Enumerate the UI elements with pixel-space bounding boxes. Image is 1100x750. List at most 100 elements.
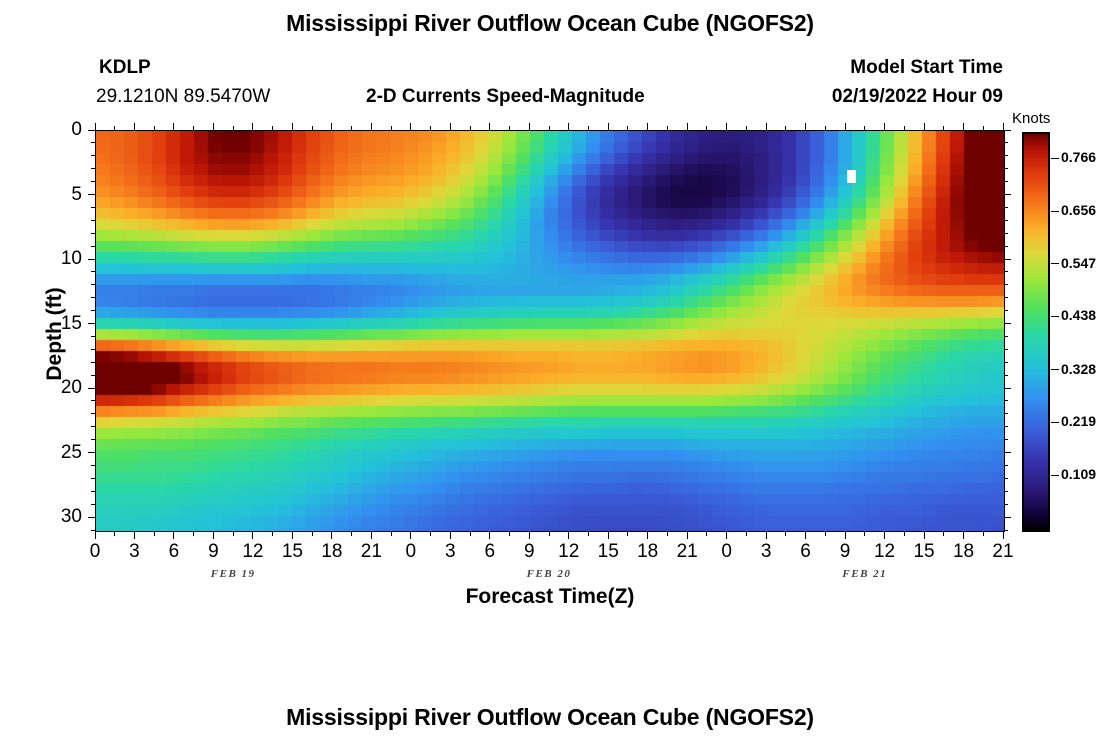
y-axis-tick-minor-right <box>1004 374 1008 376</box>
x-axis-tick-label: 12 <box>242 541 264 562</box>
x-axis-tick-minor-top <box>351 126 353 130</box>
y-axis-tick-minor-right <box>1004 503 1008 505</box>
x-axis-tick-label: 9 <box>208 541 219 562</box>
x-axis-tick-minor-top <box>272 126 274 130</box>
y-axis-tick <box>88 452 95 454</box>
x-axis-tick <box>805 531 807 539</box>
x-axis-tick-minor <box>982 531 984 536</box>
model-start-time-label: Model Start Time <box>850 57 1003 78</box>
x-axis-tick <box>963 531 965 539</box>
colorbar-tick-label: 0.438 <box>1061 307 1097 324</box>
x-axis-tick-minor-top <box>903 126 905 130</box>
x-axis-tick-minor-top <box>153 126 155 130</box>
x-axis-tick <box>173 531 175 539</box>
y-axis-tick-minor-right <box>1004 181 1008 183</box>
x-axis-tick <box>291 531 293 539</box>
x-axis-date-label: FEB 20 <box>526 568 572 580</box>
x-axis-tick <box>252 531 254 539</box>
x-axis-tick-minor-top <box>430 126 432 130</box>
y-axis-tick-minor <box>91 155 95 157</box>
y-axis-tick-minor-right <box>1004 310 1008 312</box>
y-axis-tick-minor <box>91 413 95 415</box>
x-axis-tick-minor <box>114 531 116 536</box>
x-axis-tick-top <box>489 123 491 130</box>
y-axis-tick-minor <box>91 400 95 402</box>
x-axis-tick-minor-top <box>587 126 589 130</box>
station-depth-marker <box>847 169 857 183</box>
heatmap-plot-area <box>95 130 1005 532</box>
x-axis-tick-label: 12 <box>558 541 580 562</box>
x-axis-tick <box>726 531 728 539</box>
colorbar-title: Knots <box>1012 110 1051 127</box>
y-axis-tick-minor <box>91 439 95 441</box>
y-axis-tick-right <box>1004 387 1011 389</box>
x-axis-tick-minor <box>587 531 589 536</box>
x-axis-tick-minor-top <box>509 126 511 130</box>
x-axis-tick-label: 9 <box>523 541 535 562</box>
colorbar-tick-label: 0.547 <box>1061 254 1097 271</box>
x-axis-tick-top <box>291 123 293 130</box>
x-axis-tick-top <box>923 123 925 130</box>
y-axis-tick-minor-right <box>1004 400 1008 402</box>
x-axis-tick-minor-top <box>666 126 668 130</box>
y-axis-tick-minor <box>91 245 95 247</box>
x-axis-tick-minor <box>390 531 392 536</box>
y-axis-tick-minor-right <box>1004 464 1008 466</box>
x-axis-tick-minor <box>706 531 708 536</box>
x-axis-tick-top <box>607 123 609 130</box>
colorbar-tick <box>1051 263 1059 265</box>
colorbar-tick-label: 0.328 <box>1061 360 1097 377</box>
x-axis-tick-minor-top <box>864 126 866 130</box>
y-axis-tick-minor-right <box>1004 271 1008 273</box>
y-axis-tick-right <box>1004 258 1011 260</box>
x-axis-tick-top <box>1002 123 1004 130</box>
x-axis-tick-top <box>449 123 451 130</box>
y-axis-tick-minor-right <box>1004 490 1008 492</box>
y-axis-tick-minor-right <box>1004 206 1008 208</box>
y-axis-tick-minor-right <box>1004 439 1008 441</box>
y-axis-tick-minor <box>91 477 95 479</box>
plot-subtitle: 2-D Currents Speed-Magnitude <box>366 86 645 107</box>
x-axis-tick-minor-top <box>232 126 234 130</box>
y-axis-tick-minor <box>91 142 95 144</box>
x-axis-tick-minor <box>232 531 234 536</box>
y-axis-tick-minor-right <box>1004 284 1008 286</box>
x-axis-tick-label: 3 <box>445 541 456 562</box>
y-axis-tick-right <box>1004 323 1011 325</box>
y-axis-tick-minor-right <box>1004 361 1008 363</box>
x-axis-tick-label: 6 <box>168 541 180 562</box>
x-axis-tick-top <box>133 123 135 130</box>
x-axis-tick-top <box>844 123 846 130</box>
x-axis-tick-minor-top <box>469 126 471 130</box>
x-axis-tick-minor <box>785 531 787 536</box>
x-axis-tick-top <box>686 123 688 130</box>
x-axis-tick-minor <box>548 531 550 536</box>
x-axis-tick-label: 15 <box>597 541 619 562</box>
y-axis-tick-minor-right <box>1004 155 1008 157</box>
x-axis-tick <box>568 531 570 539</box>
y-axis-tick-minor <box>91 503 95 505</box>
x-axis-tick-minor <box>943 531 945 536</box>
y-axis-tick-minor <box>91 361 95 363</box>
x-axis-tick-minor-top <box>390 126 392 130</box>
x-axis-tick-minor-top <box>745 126 747 130</box>
x-axis-tick-minor-top <box>982 126 984 130</box>
x-axis-tick <box>607 531 609 539</box>
x-axis-tick-minor-top <box>548 126 550 130</box>
colorbar-tick-label: 0.109 <box>1061 466 1097 483</box>
y-axis-tick-minor-right <box>1004 348 1008 350</box>
y-axis-tick-minor-right <box>1004 245 1008 247</box>
x-axis-tick-minor <box>351 531 353 536</box>
colorbar-tick-label: 0.219 <box>1061 413 1097 430</box>
y-axis-tick-minor <box>91 219 95 221</box>
x-axis-tick-minor-top <box>824 126 826 130</box>
x-axis-tick-label: 15 <box>281 541 303 562</box>
x-axis-title: Forecast Time(Z) <box>465 585 635 608</box>
x-axis-tick-top <box>726 123 728 130</box>
y-axis-tick-minor-right <box>1004 335 1008 337</box>
x-axis-tick <box>647 531 649 539</box>
y-axis-tick-right <box>1004 194 1011 196</box>
x-axis-tick <box>370 531 372 539</box>
y-axis-tick-minor-right <box>1004 413 1008 415</box>
colorbar-tick <box>1051 474 1059 476</box>
